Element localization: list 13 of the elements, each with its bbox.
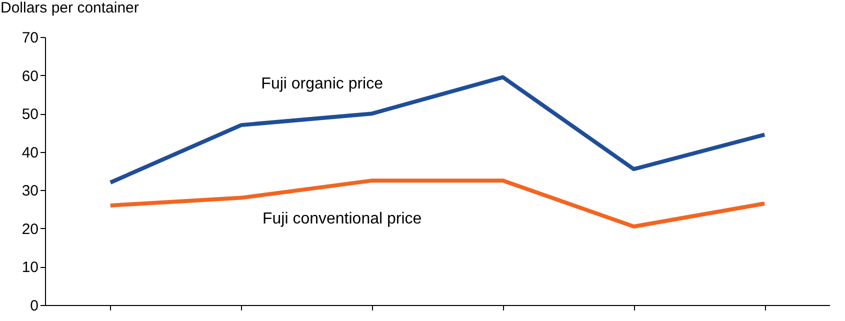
y-tick-label: 30 (22, 182, 38, 200)
y-tick-label: 0 (30, 298, 38, 314)
y-tick-label: 70 (22, 30, 38, 46)
y-tick-label: 10 (22, 259, 38, 276)
line-series (108, 178, 767, 229)
y-tick-label: 40 (22, 144, 38, 162)
y-tick-label: 60 (22, 68, 38, 85)
series-label: Fuji organic price (261, 76, 384, 93)
series-label: Fuji conventional price (262, 210, 422, 228)
line-series (108, 75, 767, 184)
y-axis-title: Dollars per container (0, 0, 139, 16)
y-tick-label: 20 (22, 220, 38, 238)
y-tick-label: 50 (22, 106, 38, 124)
